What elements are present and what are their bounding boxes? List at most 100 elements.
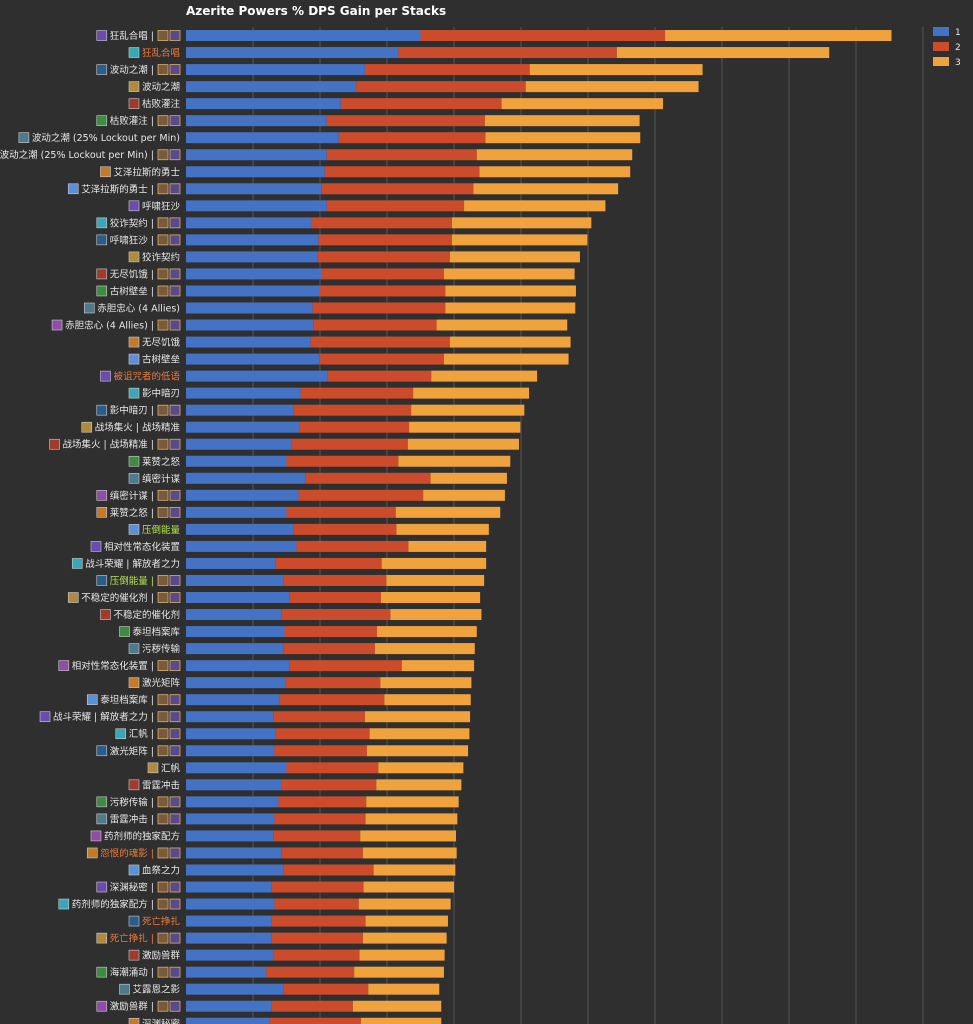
shield-icon [67, 183, 79, 195]
legend-swatch [933, 42, 949, 51]
trait-badge-icon [169, 694, 181, 706]
bar-series-2 [338, 132, 486, 144]
bar-series-2 [286, 455, 399, 467]
bar-series-3 [390, 609, 482, 621]
category-label: 血祭之力 [142, 864, 180, 876]
bar-series-3 [473, 183, 619, 195]
bar-series-3 [665, 30, 892, 42]
bar-series-3 [449, 251, 580, 263]
category-label: 不稳定的催化剂 | [81, 592, 154, 604]
bar-series-3 [430, 472, 507, 484]
blue-orb-icon [128, 98, 140, 109]
bar-series-3 [396, 523, 489, 535]
bar-series-1 [186, 404, 294, 416]
bar-series-3 [364, 711, 471, 723]
legend-label: 2 [955, 43, 961, 53]
bar-series-1 [186, 847, 282, 859]
scheme-icon [96, 490, 108, 501]
category-label: 压倒能量 | [110, 575, 154, 587]
category-label: 波动之潮 [142, 81, 180, 93]
bar-series-3 [525, 81, 699, 93]
bar-series-1 [186, 285, 320, 297]
category-label: 赤胆忠心 (4 Allies) | [65, 321, 154, 332]
trait-badge-icon [169, 489, 181, 501]
bar-series-2 [324, 166, 480, 178]
archive-icon [86, 694, 98, 705]
bar-series-3 [366, 796, 459, 808]
fury-icon [96, 507, 108, 518]
scheme-icon [128, 472, 140, 484]
bar-series-2 [322, 268, 444, 280]
chart-title: Azerite Powers % DPS Gain per Stacks [186, 4, 447, 18]
legend-swatch [933, 57, 949, 66]
category-label: 赤胆忠心 (4 Allies) [97, 303, 180, 314]
bar-series-2 [319, 353, 444, 365]
thunder-icon [128, 779, 140, 791]
bar-series-3 [409, 421, 521, 433]
bar-series-1 [186, 745, 275, 757]
trait-badge-icon [157, 660, 169, 672]
battle-icon [49, 438, 60, 450]
bar-series-2 [356, 81, 526, 93]
category-label: 影中暗刃 | [110, 405, 154, 417]
bar-series-3 [407, 438, 519, 450]
trait-badge-icon [157, 881, 169, 893]
category-label: 无尽饥饿 [142, 337, 181, 349]
trait-badge-icon [157, 285, 169, 297]
trait-badge-icon [169, 285, 181, 297]
abyss-icon [128, 1017, 140, 1024]
trait-badge-icon [157, 217, 169, 229]
wave-icon [128, 81, 140, 92]
catalyst-icon [100, 609, 111, 620]
bar-series-1 [186, 711, 274, 723]
bar-series-3 [476, 149, 633, 161]
bar-series-1 [186, 557, 276, 569]
bar-series-2 [313, 319, 437, 331]
category-label: 狂乱合唱 [142, 47, 180, 59]
category-label: 无尽饥饿 | [110, 268, 154, 280]
legend-label: 3 [955, 58, 961, 68]
category-label: 深渊秘密 | [110, 882, 154, 894]
category-label: 狡诈契约 | [110, 217, 154, 229]
trait-badge-icon [169, 268, 181, 280]
bar-series-1 [186, 336, 311, 348]
bar-series-2 [278, 796, 367, 808]
bar-series-1 [186, 932, 272, 944]
trait-badge-icon [169, 183, 181, 195]
bar-series-3 [362, 847, 457, 859]
bar-series-1 [186, 64, 365, 76]
bar-series-1 [186, 472, 306, 484]
category-label: 狡诈契约 [142, 251, 180, 263]
bar-series-2 [318, 234, 452, 246]
bar-series-1 [186, 813, 275, 825]
bar-series-1 [186, 660, 290, 672]
pack-icon [128, 949, 140, 961]
bar-series-3 [376, 626, 477, 638]
bar-series-1 [186, 966, 267, 978]
category-label: 药剂师的独家配方 | [72, 899, 154, 911]
bar-series-3 [376, 779, 462, 791]
bar-series-3 [360, 1017, 442, 1024]
trait-badge-icon [169, 592, 181, 603]
bar-series-3 [360, 830, 457, 842]
bar-series-3 [423, 489, 505, 501]
bar-series-3 [451, 234, 588, 246]
bar-series-3 [386, 574, 485, 586]
trait-badge-icon [169, 813, 181, 825]
bar-series-1 [186, 455, 287, 467]
loyal-icon [83, 302, 95, 314]
category-label: 战斗荣耀 | 解放者之力 | [53, 711, 154, 723]
sand-icon [96, 234, 108, 246]
bar-series-3 [358, 898, 451, 910]
potion-icon [90, 830, 102, 842]
pack-icon [96, 1000, 108, 1012]
energy-icon [128, 524, 140, 535]
bar-series-1 [186, 47, 399, 59]
bar-series-2 [364, 64, 530, 76]
category-label: 泰坦档案库 | [100, 694, 154, 706]
bar-series-3 [359, 949, 445, 961]
bar-series-1 [186, 796, 279, 808]
category-label: 艾泽拉斯的勇士 | [81, 183, 154, 195]
trait-badge-icon [169, 575, 181, 586]
blade-icon [96, 404, 108, 416]
